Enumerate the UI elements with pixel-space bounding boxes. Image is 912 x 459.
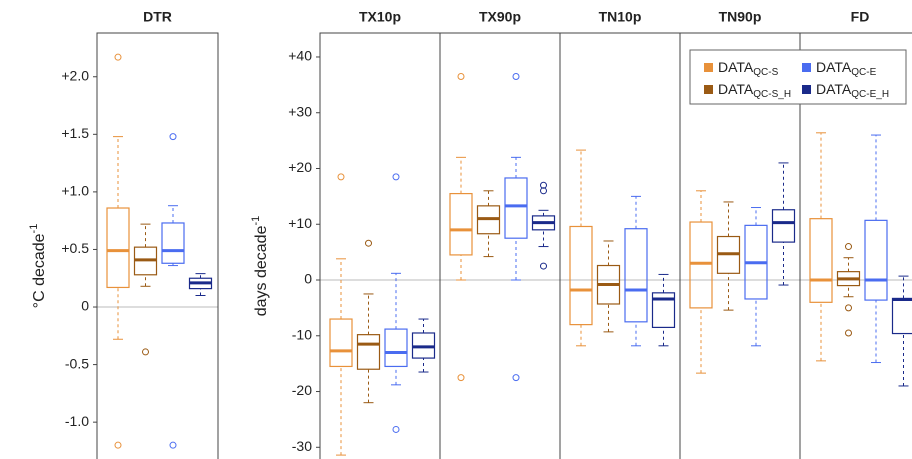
legend-name: DATA <box>718 81 754 97</box>
outlier <box>114 441 122 449</box>
box <box>504 177 528 239</box>
box <box>864 219 888 301</box>
y-axis-label: days decade-1 <box>250 216 270 317</box>
box <box>449 192 473 256</box>
y-axis-label-text: days decade <box>253 225 270 316</box>
y-tick-label: -0.5 <box>65 355 89 371</box>
box <box>689 221 713 309</box>
outlier <box>845 329 852 337</box>
outlier <box>457 72 465 80</box>
legend-subscript: QC-S_H <box>753 89 791 100</box>
y-tick-label: +2.0 <box>61 67 89 83</box>
outlier <box>392 425 400 433</box>
y-tick-label: +1.0 <box>61 183 89 199</box>
box <box>624 228 648 323</box>
y-tick-label: +10 <box>288 215 312 231</box>
y-tick-label: +30 <box>288 103 312 119</box>
legend-swatch <box>802 63 811 72</box>
legend-label: DATAQC-E <box>816 59 877 78</box>
legend-name: DATA <box>816 81 852 97</box>
y-axis-label-superscript: -1 <box>250 216 262 226</box>
outlier <box>337 173 345 181</box>
legend-subscript: QC-E <box>851 67 876 78</box>
y-axis-label: °C decade-1 <box>28 224 48 309</box>
panel-header: TX90p <box>479 9 521 25</box>
panel-header: TN90p <box>719 9 762 25</box>
box <box>771 209 796 243</box>
outlier <box>512 374 520 382</box>
plot-frame <box>96 32 219 459</box>
outlier <box>457 374 465 382</box>
legend-subscript: QC-E_H <box>851 89 889 100</box>
legend-frame <box>689 49 907 105</box>
box <box>329 318 353 368</box>
legend-label: DATAQC-S_H <box>718 81 791 100</box>
y-tick-label: +1.5 <box>61 125 89 141</box>
y-tick-label: -20 <box>292 382 312 398</box>
panel-header: FD <box>851 9 870 25</box>
box <box>809 218 833 303</box>
y-tick-label: +0.5 <box>61 240 89 256</box>
plot-frame <box>319 32 912 459</box>
y-tick-label: +20 <box>288 159 312 175</box>
legend-label: DATAQC-E_H <box>816 81 889 100</box>
legend-label: DATAQC-S <box>718 59 779 78</box>
outlier <box>512 72 520 80</box>
panel-header: TN10p <box>599 9 642 25</box>
legend-swatch <box>704 85 713 94</box>
outlier <box>540 262 547 270</box>
outlier <box>540 187 547 195</box>
y-tick-label: +40 <box>288 48 312 64</box>
outlier <box>169 441 177 449</box>
y-tick-label: -30 <box>292 438 312 454</box>
outlier <box>169 133 177 141</box>
y-tick-label: 0 <box>81 298 89 314</box>
box <box>891 297 912 335</box>
y-tick-label: 0 <box>304 271 312 287</box>
panel-header: DTR <box>143 9 172 25</box>
legend-swatch <box>802 85 811 94</box>
outlier <box>845 304 852 312</box>
panel-header: TX10p <box>359 9 401 25</box>
legend-name: DATA <box>718 59 754 75</box>
y-axis-label-text: °C decade <box>31 233 48 308</box>
outlier <box>142 348 149 356</box>
box <box>161 222 185 264</box>
y-axis-label-superscript: -1 <box>28 224 40 234</box>
box <box>651 292 676 329</box>
outlier <box>845 243 852 251</box>
box <box>569 225 593 326</box>
y-tick-label: -10 <box>292 326 312 342</box>
box <box>384 328 408 368</box>
y-tick-label: -1.0 <box>65 413 89 429</box>
legend-name: DATA <box>816 59 852 75</box>
outlier <box>365 239 372 247</box>
box <box>356 334 381 370</box>
legend-swatch <box>704 63 713 72</box>
box <box>106 207 130 289</box>
legend-subscript: QC-S <box>753 67 778 78</box>
outlier <box>392 173 400 181</box>
outlier <box>114 53 122 61</box>
